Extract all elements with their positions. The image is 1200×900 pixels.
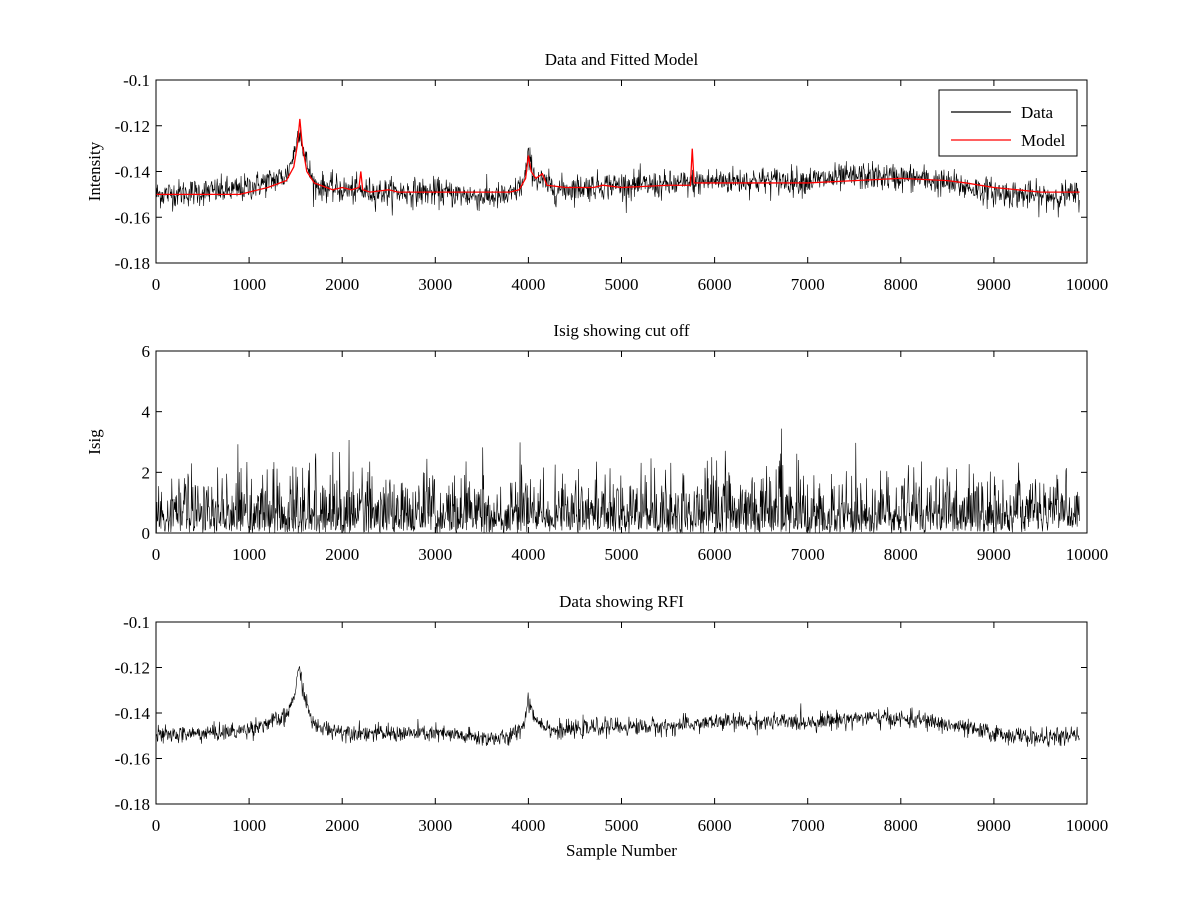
x-tick-label: 10000 <box>1066 816 1109 835</box>
x-tick-label: 5000 <box>605 275 639 294</box>
chart-title: Isig showing cut off <box>553 321 689 340</box>
series-line-1 <box>155 428 1080 534</box>
series-line-model <box>156 118 1080 196</box>
x-tick-label: 1000 <box>232 545 266 564</box>
y-tick-label: 2 <box>142 463 151 482</box>
x-tick-label: 5000 <box>605 816 639 835</box>
series-line-data <box>155 129 1080 218</box>
y-tick-label: -0.12 <box>115 659 150 678</box>
chart-panel-2: 0 1000 2000 3000 4000 5000 6000 7000 8000 9000 100… <box>85 321 1108 564</box>
x-tick-label: 9000 <box>977 275 1011 294</box>
x-tick-label: 7000 <box>791 545 825 564</box>
legend: Data Model <box>938 89 1078 157</box>
x-tick-label: 2000 <box>325 275 359 294</box>
x-tick-label: 4000 <box>511 275 545 294</box>
x-tick-label: 8000 <box>884 816 918 835</box>
x-tick-label: 8000 <box>884 545 918 564</box>
y-tick-label: -0.18 <box>115 795 150 814</box>
plot-area <box>156 80 1087 263</box>
x-tick-label: 6000 <box>698 816 732 835</box>
y-tick-label: -0.16 <box>115 750 150 769</box>
x-tick-label: 10000 <box>1066 275 1109 294</box>
x-tick-label: 0 <box>152 275 161 294</box>
y-tick-label: -0.14 <box>115 163 151 182</box>
y-tick-label: -0.12 <box>115 117 150 136</box>
panels: 0 1000 2000 3000 4000 5000 6000 7000 8000 9000 100… <box>85 50 1108 860</box>
x-tick-label: 2000 <box>325 545 359 564</box>
y-tick-label: 6 <box>142 342 151 361</box>
y-tick-label: -0.1 <box>123 71 150 90</box>
x-tick-label: 9000 <box>977 816 1011 835</box>
x-tick-label: 5000 <box>605 545 639 564</box>
x-tick-label: 6000 <box>698 275 732 294</box>
x-tick-label: 1000 <box>232 275 266 294</box>
x-tick-label: 7000 <box>791 816 825 835</box>
x-tick-label: 0 <box>152 545 161 564</box>
legend-label-data: Data <box>1021 103 1054 122</box>
y-tick-label: 4 <box>142 403 151 422</box>
y-tick-label: 0 <box>142 524 151 543</box>
y-tick-label: -0.1 <box>123 613 150 632</box>
legend-box <box>938 89 1078 157</box>
x-tick-label: 7000 <box>791 275 825 294</box>
legend-label-model: Model <box>1021 131 1066 150</box>
chart-panel-3: 0 1000 2000 3000 4000 5000 6000 7000 8000 9000 100… <box>115 592 1109 860</box>
plot-area <box>156 622 1087 804</box>
x-tick-label: 3000 <box>418 545 452 564</box>
chart-panel-1: 0 1000 2000 3000 4000 5000 6000 7000 8000 9000 100… <box>85 50 1108 294</box>
x-tick-label: 6000 <box>698 545 732 564</box>
y-tick-label: -0.18 <box>115 254 150 273</box>
x-tick-label: 0 <box>152 816 161 835</box>
chart-title: Data showing RFI <box>559 592 684 611</box>
x-tick-label: 9000 <box>977 545 1011 564</box>
y-axis-label: Isig <box>85 429 104 455</box>
plot-area <box>156 351 1087 533</box>
y-axis-label: Intensity <box>85 141 104 201</box>
x-axis-label: Sample Number <box>566 841 677 860</box>
x-tick-label: 4000 <box>511 816 545 835</box>
y-tick-label: -0.14 <box>115 704 151 723</box>
chart-title: Data and Fitted Model <box>545 50 699 69</box>
x-tick-label: 4000 <box>511 545 545 564</box>
series-line-1 <box>155 666 1080 748</box>
x-tick-label: 2000 <box>325 816 359 835</box>
x-tick-label: 1000 <box>232 816 266 835</box>
y-tick-label: -0.16 <box>115 208 150 227</box>
x-tick-label: 10000 <box>1066 545 1109 564</box>
x-tick-label: 3000 <box>418 275 452 294</box>
x-tick-label: 8000 <box>884 275 918 294</box>
x-tick-label: 3000 <box>418 816 452 835</box>
